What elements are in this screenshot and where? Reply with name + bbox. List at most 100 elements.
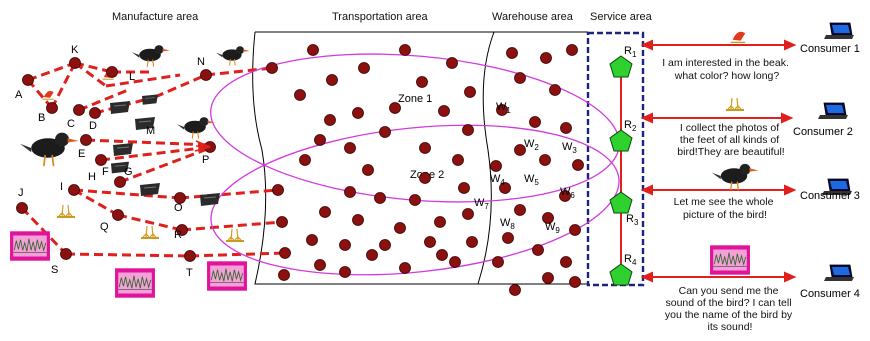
node-n (200, 69, 212, 81)
manufacture-node-labels: A B C D E F G H I J K L M N O P Q R S T (15, 44, 209, 279)
warehouse-label-1: W1 (496, 101, 511, 115)
node-label-s: S (51, 264, 58, 276)
warehouse-label-6: W6 (560, 186, 575, 200)
node-label-n: N (197, 56, 205, 68)
feet-icon-r (225, 228, 245, 242)
node-label-b: B (38, 112, 45, 124)
node-f (95, 154, 107, 166)
node-g (114, 176, 126, 188)
transport-region-outline (252, 31, 588, 285)
router-labels: R1 R2 R3 R4 (624, 45, 639, 267)
router-label-1: R1 (624, 45, 637, 59)
node-a (22, 74, 34, 86)
node-label-p: P (202, 154, 209, 166)
feet-icon-q (140, 225, 160, 239)
laptop-icon-consumer-2 (817, 102, 849, 120)
zone-2-ellipse (210, 124, 620, 276)
transport-nodes (266, 44, 584, 296)
consumer-2-name: Consumer 2 (793, 126, 853, 138)
router-r2 (609, 129, 633, 152)
bird-full-icon-b (19, 131, 80, 168)
node-label-k: K (71, 44, 79, 56)
node-label-m: M (146, 125, 155, 137)
warehouse-label-4: W4 (490, 173, 505, 187)
sound-card-icon-j (9, 230, 51, 262)
routers (609, 55, 633, 286)
node-label-t: T (186, 267, 193, 279)
node-t (184, 250, 196, 262)
router-label-4: R4 (624, 253, 637, 267)
router-label-2: R2 (624, 119, 637, 133)
consumer-4-request: Can you send me the sound of the bird? I… (665, 285, 795, 333)
warehouse-labels: W1 W2 W3 W4 W5 W6 W7 W8 W9 (474, 101, 577, 235)
bird-full-icon-m (176, 116, 216, 140)
bird-part-icon-7 (141, 94, 159, 106)
router-label-3: R3 (626, 213, 639, 227)
router-r3 (609, 191, 633, 214)
node-label-l: L (129, 71, 135, 83)
warehouse-label-2: W2 (524, 138, 539, 152)
manufacture-links (20, 61, 286, 258)
node-e (80, 134, 92, 146)
sound-card-icon-consumer-4 (709, 244, 751, 276)
beak-icon-consumer-1 (730, 31, 746, 44)
bird-part-icon-1 (109, 100, 131, 115)
node-label-r: R (174, 229, 182, 241)
laptop-icon-consumer-4 (823, 264, 855, 282)
router-r1 (609, 55, 633, 78)
node-label-h: H (88, 171, 96, 183)
node-b (46, 102, 58, 114)
node-j (16, 202, 28, 214)
node-label-q: Q (100, 221, 109, 233)
node-s (60, 248, 72, 260)
consumer-4-name: Consumer 4 (800, 288, 860, 300)
bird-part-icon-6 (199, 192, 221, 207)
consumer-3-name: Consumer 3 (800, 190, 860, 202)
laptop-icon-consumer-1 (823, 22, 855, 40)
warehouse-region-boundary (477, 31, 495, 285)
transportation-area-label: Transportation area (332, 11, 428, 23)
sound-card-icon-s (114, 267, 156, 299)
zone-1-label: Zone 1 (398, 93, 432, 105)
p-connector-fan (194, 140, 211, 152)
bird-head-icon-k (131, 44, 171, 68)
warehouse-label-7: W7 (474, 197, 489, 211)
node-o (174, 192, 186, 204)
node-d (89, 107, 101, 119)
node-label-o: O (174, 202, 183, 214)
warehouse-label-9: W9 (545, 221, 560, 235)
node-i (68, 184, 80, 196)
consumer-links (640, 39, 797, 283)
bird-part-icon-3 (112, 142, 134, 157)
beak-icon-a (41, 90, 55, 100)
node-label-e: E (78, 148, 85, 160)
consumer-3-request: Let me see the whole picture of the bird… (674, 196, 777, 221)
consumer-2-request: I collect the photos of the feet of all … (677, 122, 784, 158)
node-k (69, 57, 81, 69)
node-l (106, 66, 118, 78)
node-label-d: D (89, 120, 97, 132)
warehouse-label-8: W8 (500, 217, 515, 231)
bird-head-icon-n (215, 45, 251, 66)
feet-icon-i (56, 204, 76, 218)
node-label-g: G (124, 166, 133, 178)
router-r4 (609, 263, 633, 286)
warehouse-area-label: Warehouse area (492, 11, 574, 23)
consumer-1-request: I am interested in the beak. what color?… (662, 57, 792, 82)
sound-card-icon-t (206, 260, 248, 292)
feet-icon-consumer-2 (725, 97, 745, 111)
manufacture-area-label: Manufacture area (112, 11, 199, 23)
node-label-j: J (18, 187, 24, 199)
service-area-label: Service area (590, 11, 653, 23)
bird-part-icon-5 (139, 182, 161, 197)
warehouse-label-3: W3 (562, 141, 577, 155)
node-label-c: C (67, 118, 75, 130)
consumer-1-name: Consumer 1 (800, 43, 860, 55)
node-label-f: F (102, 166, 109, 178)
node-c (73, 104, 85, 116)
node-label-a: A (15, 89, 23, 101)
node-q (112, 209, 124, 221)
node-r (176, 224, 188, 236)
warehouse-label-5: W5 (524, 173, 539, 187)
